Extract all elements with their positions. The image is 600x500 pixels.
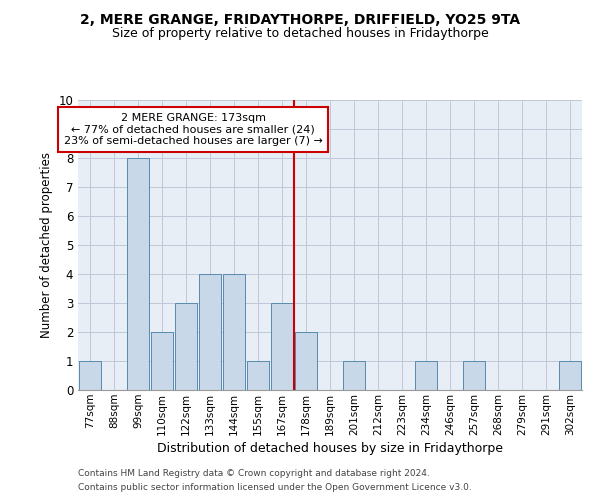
Bar <box>295 332 317 390</box>
Bar <box>199 274 221 390</box>
Bar <box>175 303 197 390</box>
Bar <box>271 303 293 390</box>
Bar <box>559 361 581 390</box>
Bar <box>343 361 365 390</box>
Bar <box>463 361 485 390</box>
Text: 2 MERE GRANGE: 173sqm
← 77% of detached houses are smaller (24)
23% of semi-deta: 2 MERE GRANGE: 173sqm ← 77% of detached … <box>64 113 323 146</box>
Bar <box>151 332 173 390</box>
Y-axis label: Number of detached properties: Number of detached properties <box>40 152 53 338</box>
X-axis label: Distribution of detached houses by size in Fridaythorpe: Distribution of detached houses by size … <box>157 442 503 455</box>
Bar <box>247 361 269 390</box>
Bar <box>127 158 149 390</box>
Text: Size of property relative to detached houses in Fridaythorpe: Size of property relative to detached ho… <box>112 28 488 40</box>
Text: Contains HM Land Registry data © Crown copyright and database right 2024.: Contains HM Land Registry data © Crown c… <box>78 468 430 477</box>
Bar <box>415 361 437 390</box>
Text: Contains public sector information licensed under the Open Government Licence v3: Contains public sector information licen… <box>78 484 472 492</box>
Text: 2, MERE GRANGE, FRIDAYTHORPE, DRIFFIELD, YO25 9TA: 2, MERE GRANGE, FRIDAYTHORPE, DRIFFIELD,… <box>80 12 520 26</box>
Bar <box>223 274 245 390</box>
Bar <box>79 361 101 390</box>
